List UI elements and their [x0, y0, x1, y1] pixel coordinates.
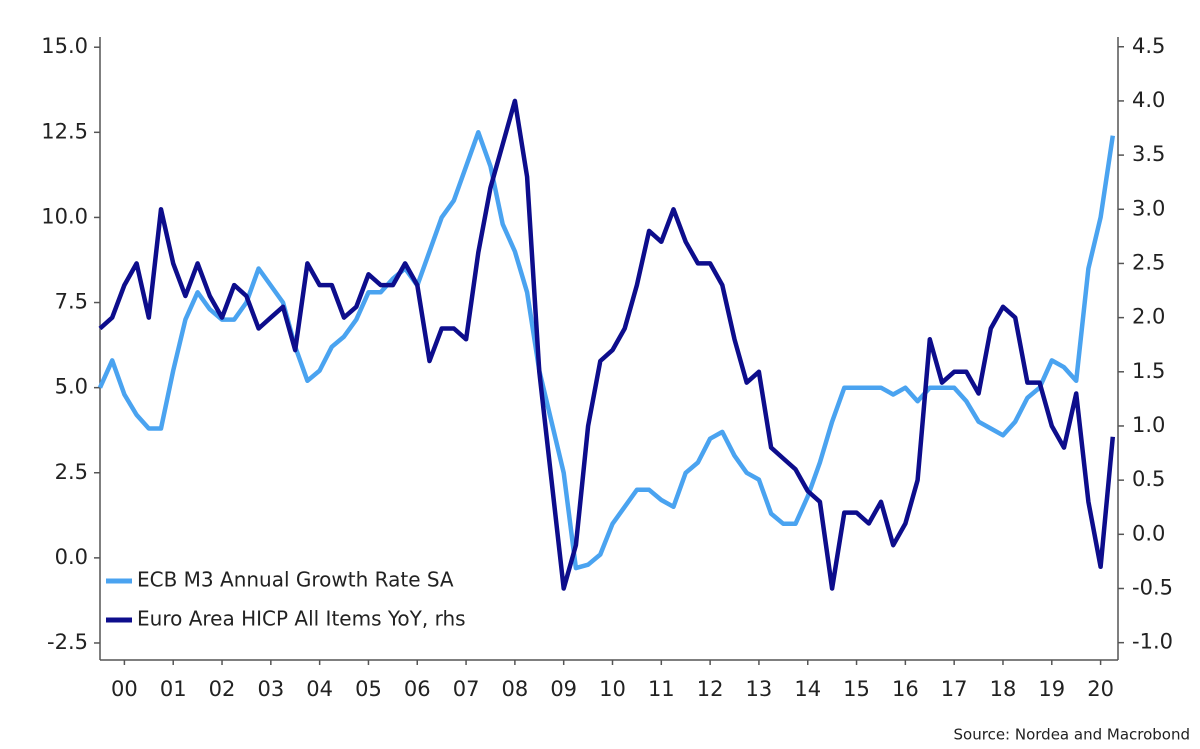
x-tick-label: 08	[502, 677, 529, 701]
x-tick-label: 19	[1038, 677, 1065, 701]
y2-tick-label: 1.0	[1132, 413, 1165, 437]
x-tick-label: 07	[453, 677, 480, 701]
y2-tick-label: 4.0	[1132, 88, 1165, 112]
y2-tick-label: 0.5	[1132, 467, 1165, 491]
y-tick-label: -2.5	[47, 630, 88, 654]
y-tick-label: 15.0	[41, 34, 88, 58]
x-tick-label: 17	[941, 677, 968, 701]
x-tick-label: 06	[404, 677, 431, 701]
y2-tick-label: 2.0	[1132, 305, 1165, 329]
legend-label: Euro Area HICP All Items YoY, rhs	[137, 607, 466, 631]
x-tick-label: 05	[355, 677, 382, 701]
y2-tick-label: 3.0	[1132, 196, 1165, 220]
x-tick-label: 09	[550, 677, 577, 701]
x-tick-label: 10	[599, 677, 626, 701]
x-tick-label: 16	[892, 677, 919, 701]
x-tick-label: 00	[111, 677, 138, 701]
x-tick-label: 03	[257, 677, 284, 701]
x-tick-label: 04	[306, 677, 333, 701]
y-tick-label: 2.5	[55, 460, 88, 484]
y2-tick-label: 1.5	[1132, 359, 1165, 383]
x-tick-label: 15	[843, 677, 870, 701]
y2-tick-label: 3.5	[1132, 142, 1165, 166]
y2-tick-label: -0.5	[1132, 575, 1173, 599]
series-line	[98, 98, 1116, 591]
x-tick-label: 13	[746, 677, 773, 701]
x-tick-label: 14	[794, 677, 821, 701]
y-tick-label: 0.0	[55, 545, 88, 569]
x-tick-label: 11	[648, 677, 675, 701]
series-line	[97, 130, 1116, 571]
x-tick-label: 01	[160, 677, 187, 701]
y-tick-label: 10.0	[41, 204, 88, 228]
source: Source: Nordea and Macrobond	[954, 726, 1190, 744]
x-tick-label: 12	[697, 677, 724, 701]
y2-tick-label: 4.5	[1132, 34, 1165, 58]
x-tick-label: 20	[1087, 677, 1114, 701]
y2-tick-label: 2.5	[1132, 250, 1165, 274]
legend-label: ECB M3 Annual Growth Rate SA	[137, 568, 454, 592]
x-tick-label: 18	[990, 677, 1017, 701]
y2-tick-label: -1.0	[1132, 630, 1173, 654]
x-tick-label: 02	[209, 677, 236, 701]
y-tick-label: 12.5	[41, 119, 88, 143]
y2-tick-label: 0.0	[1132, 521, 1165, 545]
y-tick-label: 7.5	[55, 290, 88, 314]
y-tick-label: 5.0	[55, 375, 88, 399]
